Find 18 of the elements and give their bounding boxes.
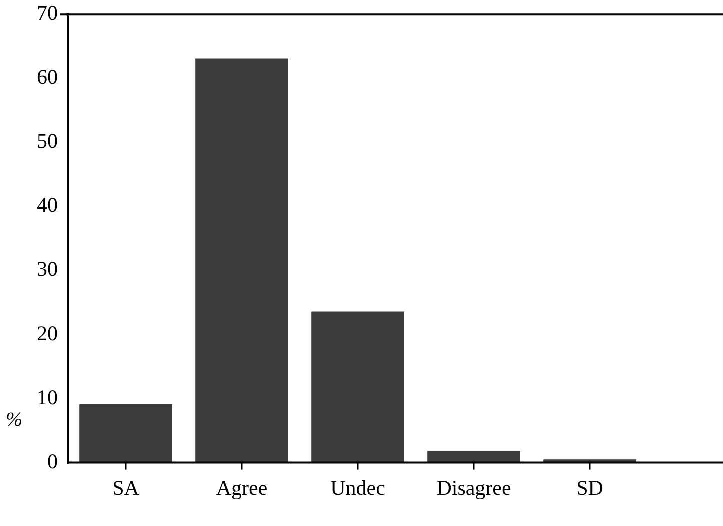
y-tick-label: 50 bbox=[37, 129, 58, 154]
bar bbox=[196, 58, 288, 463]
y-tick-label: 70 bbox=[37, 1, 58, 26]
y-axis-title: % bbox=[6, 409, 23, 432]
y-tick-label: 0 bbox=[48, 449, 58, 474]
y-tick-label: 20 bbox=[37, 321, 58, 346]
y-tick-label: 40 bbox=[37, 193, 58, 218]
y-tick-label: 10 bbox=[37, 385, 58, 410]
y-tick-label: 60 bbox=[37, 65, 58, 90]
x-tick-label: SA bbox=[112, 476, 140, 500]
bar bbox=[428, 451, 520, 463]
x-tick-label: Agree bbox=[216, 476, 268, 500]
x-tick-label: Disagree bbox=[436, 476, 512, 500]
bar bbox=[312, 312, 404, 463]
y-tick-label: 30 bbox=[37, 257, 58, 282]
x-tick-label: SD bbox=[576, 476, 604, 500]
bar bbox=[80, 404, 172, 463]
x-tick-label: Undec bbox=[330, 476, 386, 500]
